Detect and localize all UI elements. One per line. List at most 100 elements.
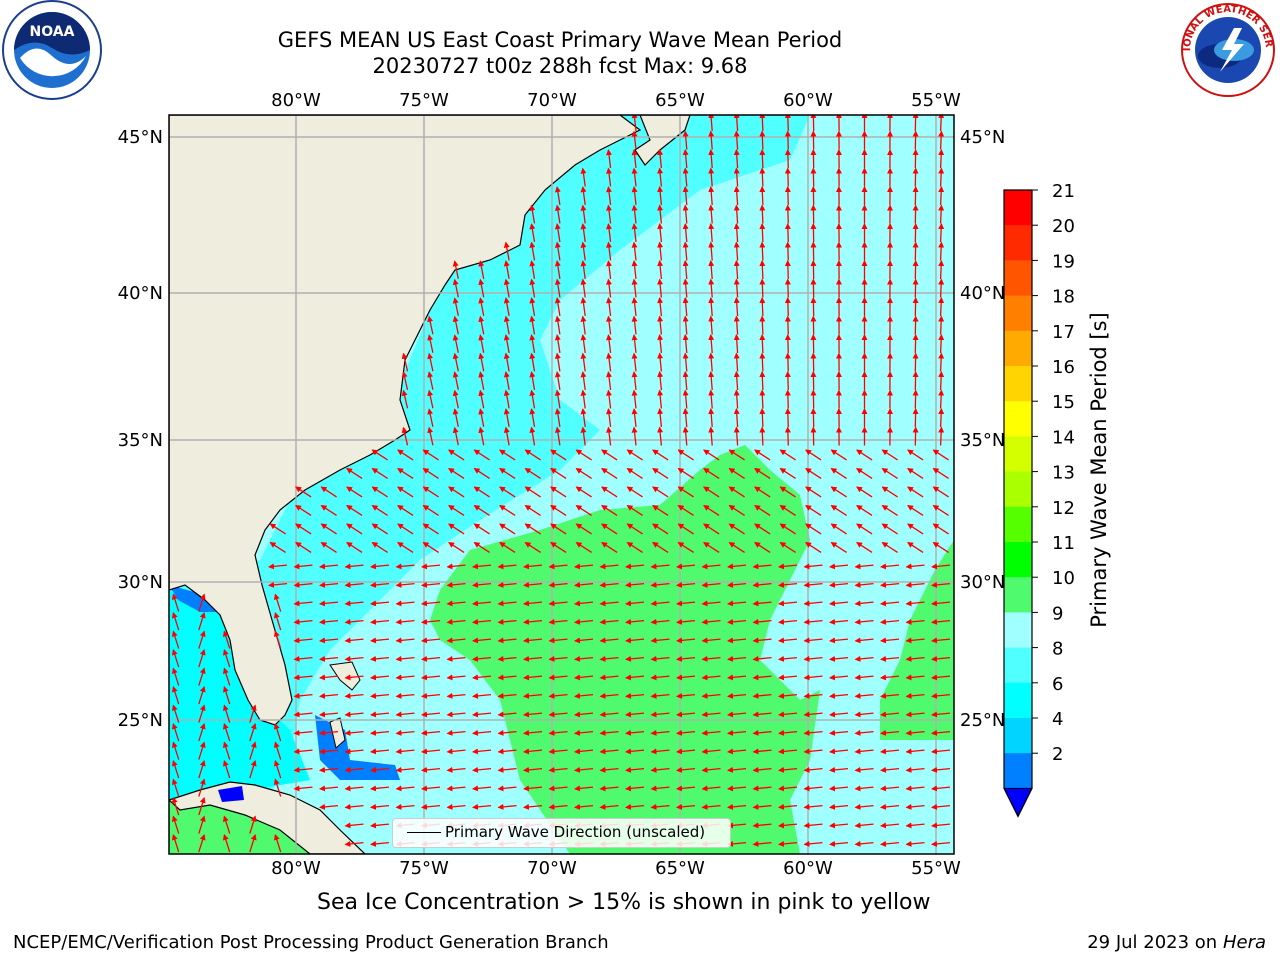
wave-arrow xyxy=(344,600,364,607)
wave-arrow xyxy=(344,748,364,755)
lon-ticks-top: 80°W 75°W 70°W 65°W 60°W 55°W xyxy=(271,90,961,111)
wave-arrow xyxy=(344,803,364,810)
wave-arrow xyxy=(881,449,898,461)
lat-ticks-left: 45°N 40°N 35°N 30°N 25°N xyxy=(118,127,163,731)
wave-arrow xyxy=(273,778,282,797)
wave-arrow xyxy=(273,833,282,853)
wave-arrow xyxy=(580,297,587,316)
wave-arrow xyxy=(626,542,643,553)
wave-arrow xyxy=(708,186,715,206)
wave-arrow xyxy=(606,426,612,446)
wave-arrow xyxy=(650,729,670,736)
wave-arrow xyxy=(856,505,873,516)
wave-arrow xyxy=(938,334,945,354)
wave-arrow xyxy=(554,241,561,261)
wave-arrow xyxy=(931,785,951,792)
wave-arrow xyxy=(733,426,740,446)
wave-arrow xyxy=(854,600,874,607)
wave-arrow xyxy=(395,563,415,570)
wave-arrow xyxy=(631,186,638,205)
wave-arrow xyxy=(448,505,465,516)
wave-arrow xyxy=(784,223,791,243)
wave-arrow xyxy=(601,523,618,535)
colorbar-tick-label: 18 xyxy=(1052,287,1075,308)
wave-arrow xyxy=(905,822,925,829)
wave-arrow xyxy=(370,581,390,588)
wave-arrow xyxy=(503,408,510,428)
wave-arrow xyxy=(452,426,459,446)
colorbar-segment xyxy=(1004,718,1032,754)
wave-arrow xyxy=(650,748,670,755)
wave-arrow xyxy=(657,278,664,298)
wave-arrow xyxy=(580,260,587,279)
wave-arrow xyxy=(905,655,925,662)
wave-arrow xyxy=(295,542,312,553)
wave-arrow xyxy=(759,315,766,335)
wave-arrow xyxy=(319,600,339,607)
wave-arrow xyxy=(708,167,715,187)
wave-arrow xyxy=(422,542,439,553)
wave-arrow xyxy=(829,618,849,625)
wave-arrow xyxy=(625,803,645,810)
wave-arrow xyxy=(222,630,231,649)
wave-arrow xyxy=(733,352,740,372)
wave-arrow xyxy=(554,389,561,409)
wave-arrow xyxy=(601,542,618,553)
wave-arrow xyxy=(854,840,874,847)
wave-arrow xyxy=(599,674,619,681)
wave-arrow xyxy=(905,692,925,699)
wave-arrow xyxy=(778,581,798,588)
wave-arrow xyxy=(575,505,592,516)
wave-arrow xyxy=(759,426,766,446)
map-legend: Primary Wave Direction (unscaled) xyxy=(392,818,731,848)
wave-arrow xyxy=(370,729,390,736)
wave-arrow xyxy=(452,315,459,335)
wave-arrow xyxy=(371,449,388,461)
wave-arrow xyxy=(778,785,798,792)
wave-arrow xyxy=(784,426,791,446)
wave-arrow xyxy=(880,748,900,755)
wave-arrow xyxy=(733,389,740,409)
wave-arrow xyxy=(198,648,206,668)
wave-arrow xyxy=(548,618,568,625)
wave-arrow xyxy=(631,204,638,224)
map-subtitle: 20230727 t00z 288h fcst Max: 9.68 xyxy=(372,54,748,78)
wave-arrow xyxy=(631,115,638,131)
wave-arrow xyxy=(682,371,689,391)
wave-arrow xyxy=(249,741,257,760)
wave-arrow xyxy=(938,408,945,428)
wave-arrow xyxy=(601,505,618,516)
lon-tick-top: 60°W xyxy=(783,90,833,111)
wave-arrow xyxy=(550,523,567,535)
map-area xyxy=(169,115,954,854)
wave-arrow xyxy=(452,334,459,353)
wave-arrow xyxy=(344,729,364,736)
wave-arrow xyxy=(854,766,874,773)
wave-arrow xyxy=(370,674,390,681)
wave-arrow xyxy=(854,563,874,570)
wave-arrow xyxy=(295,523,312,535)
wave-arrow xyxy=(401,352,409,372)
wave-arrow xyxy=(421,674,441,681)
wave-arrow xyxy=(268,563,288,570)
wave-arrow xyxy=(701,655,721,662)
wave-arrow xyxy=(548,785,568,792)
wave-arrow xyxy=(625,748,645,755)
wave-arrow xyxy=(727,748,747,755)
wave-arrow xyxy=(708,260,715,280)
wave-arrow xyxy=(473,486,490,498)
wave-arrow xyxy=(631,334,638,353)
wave-arrow xyxy=(938,204,945,224)
wave-arrow xyxy=(478,278,485,298)
wave-arrow xyxy=(784,115,791,132)
wave-arrow xyxy=(754,486,771,498)
colorbar-tick-label: 6 xyxy=(1052,674,1063,695)
wave-arrow xyxy=(733,149,740,169)
wave-arrow xyxy=(395,674,415,681)
wave-arrow xyxy=(657,389,664,409)
wave-arrow xyxy=(701,766,721,773)
wave-arrow xyxy=(938,352,945,372)
wave-arrow xyxy=(676,692,696,699)
wave-arrow xyxy=(371,468,388,479)
wave-arrow xyxy=(657,315,664,335)
